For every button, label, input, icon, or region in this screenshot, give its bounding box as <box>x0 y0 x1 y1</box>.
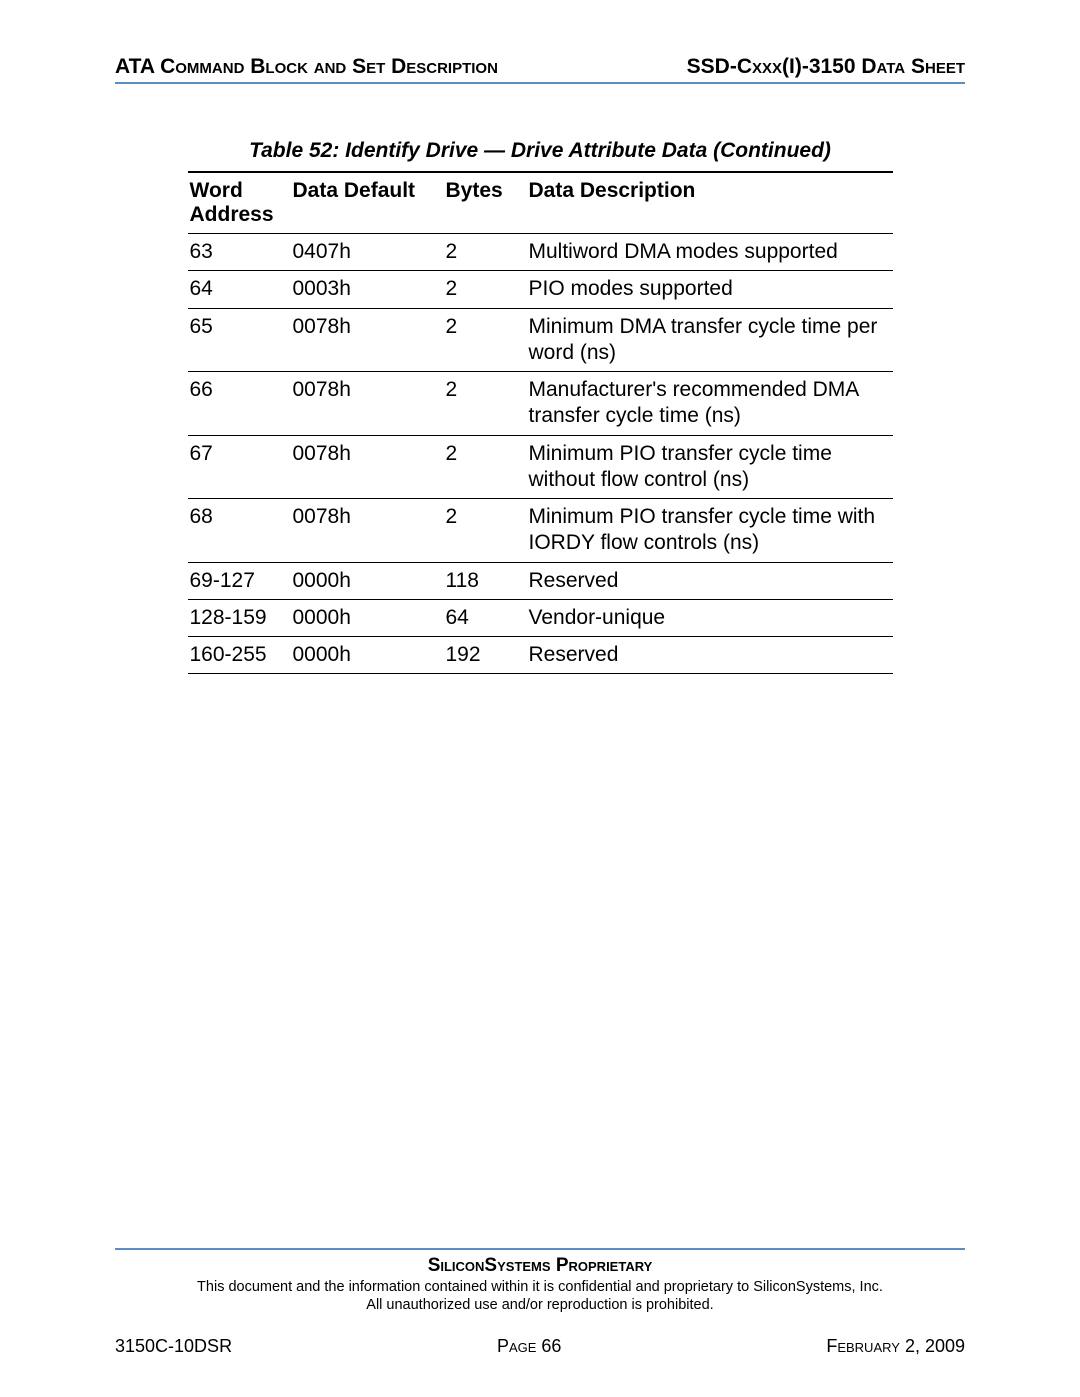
col-word-address: WordAddress <box>188 172 291 234</box>
table-cell: 0078h <box>291 435 444 499</box>
data-table: WordAddress Data Default Bytes Data Desc… <box>188 171 893 674</box>
table-cell: 0000h <box>291 562 444 599</box>
table-cell: 2 <box>444 372 527 436</box>
table-row: 69-1270000h118Reserved <box>188 562 893 599</box>
table-cell: 65 <box>188 308 291 372</box>
table-cell: 69-127 <box>188 562 291 599</box>
col-data-description: Data Description <box>527 172 893 234</box>
table-cell: Minimum PIO transfer cycle time with IOR… <box>527 499 893 563</box>
page-number: Page 66 <box>497 1336 561 1357</box>
table-caption: Table 52: Identify Drive — Drive Attribu… <box>115 139 965 163</box>
table-cell: 0003h <box>291 271 444 308</box>
table-cell: 2 <box>444 234 527 271</box>
table-row: 630407h2Multiword DMA modes supported <box>188 234 893 271</box>
table-cell: 2 <box>444 435 527 499</box>
table-cell: Vendor-unique <box>527 599 893 636</box>
table-cell: PIO modes supported <box>527 271 893 308</box>
table-cell: Manufacturer's recommended DMA transfer … <box>527 372 893 436</box>
doc-code: 3150C-10DSR <box>115 1336 232 1357</box>
table-row: 660078h2Manufacturer's recommended DMA t… <box>188 372 893 436</box>
footer-proprietary: SiliconSystems Proprietary <box>115 1255 965 1277</box>
table-cell: 0000h <box>291 599 444 636</box>
table-cell: 2 <box>444 308 527 372</box>
table-cell: Minimum DMA transfer cycle time per word… <box>527 308 893 372</box>
disclaimer-line-2: All unauthorized use and/or reproduction… <box>366 1297 713 1313</box>
footer-rule <box>115 1248 965 1250</box>
table-cell: 192 <box>444 637 527 674</box>
table-header-row: WordAddress Data Default Bytes Data Desc… <box>188 172 893 234</box>
table-body: 630407h2Multiword DMA modes supported640… <box>188 234 893 674</box>
table-cell: 118 <box>444 562 527 599</box>
table-cell: 0078h <box>291 499 444 563</box>
table-cell: Minimum PIO transfer cycle time without … <box>527 435 893 499</box>
table-row: 160-2550000h192Reserved <box>188 637 893 674</box>
footer-meta: 3150C-10DSR Page 66 February 2, 2009 <box>115 1336 965 1357</box>
table-cell: 2 <box>444 271 527 308</box>
disclaimer-line-1: This document and the information contai… <box>197 1279 883 1295</box>
col-bytes: Bytes <box>444 172 527 234</box>
table-row: 680078h2Minimum PIO transfer cycle time … <box>188 499 893 563</box>
footer-disclaimer: This document and the information contai… <box>115 1278 965 1314</box>
table-row: 128-1590000h64Vendor-unique <box>188 599 893 636</box>
table-cell: 0407h <box>291 234 444 271</box>
table-cell: Multiword DMA modes supported <box>527 234 893 271</box>
table-cell: 64 <box>444 599 527 636</box>
table-cell: 0078h <box>291 308 444 372</box>
doc-date: February 2, 2009 <box>826 1336 965 1357</box>
table-cell: 128-159 <box>188 599 291 636</box>
header-right: SSD-Cxxx(I)-3150 Data Sheet <box>687 55 965 79</box>
table-cell: 64 <box>188 271 291 308</box>
table-cell: 2 <box>444 499 527 563</box>
table-cell: Reserved <box>527 562 893 599</box>
table-cell: 68 <box>188 499 291 563</box>
table-cell: 63 <box>188 234 291 271</box>
table-cell: 160-255 <box>188 637 291 674</box>
page-header: ATA Command Block and Set Description SS… <box>115 55 965 84</box>
table-row: 650078h2Minimum DMA transfer cycle time … <box>188 308 893 372</box>
table-row: 670078h2Minimum PIO transfer cycle time … <box>188 435 893 499</box>
table-cell: Reserved <box>527 637 893 674</box>
header-left: ATA Command Block and Set Description <box>115 55 498 79</box>
col-data-default: Data Default <box>291 172 444 234</box>
page-footer: SiliconSystems Proprietary This document… <box>115 1248 965 1357</box>
table-cell: 0000h <box>291 637 444 674</box>
table-row: 640003h2PIO modes supported <box>188 271 893 308</box>
table-cell: 66 <box>188 372 291 436</box>
table-cell: 0078h <box>291 372 444 436</box>
table-cell: 67 <box>188 435 291 499</box>
